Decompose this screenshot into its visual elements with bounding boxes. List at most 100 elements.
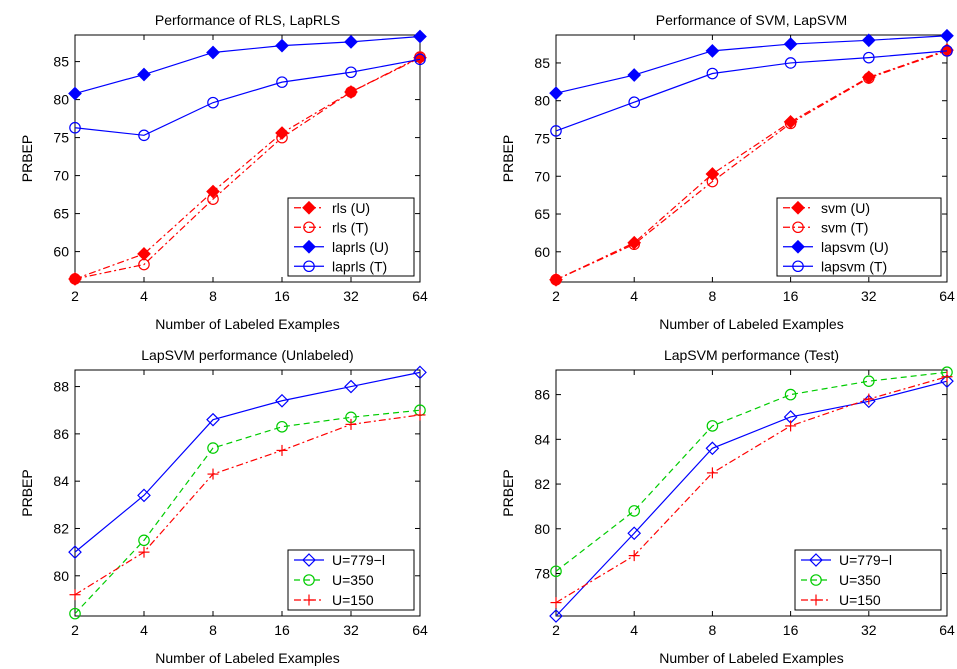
data-point: [276, 76, 288, 88]
series-line: [555, 371, 948, 572]
data-point: [206, 412, 220, 427]
data-point: [275, 393, 289, 408]
legend: svm (U) svm (T) lapsvm (U) lapsvm (T): [776, 197, 942, 277]
series-line: [555, 50, 948, 281]
legend-item: svm (T): [783, 219, 868, 235]
legend-marker: [810, 574, 822, 586]
legend-item: U=150: [801, 592, 881, 608]
data-point: [345, 86, 357, 98]
legend-marker: [302, 200, 316, 215]
legend-label: lapsvm (U): [821, 239, 889, 255]
y-tick-label: 80: [534, 521, 550, 537]
data-point: [941, 45, 953, 57]
series-line: [74, 57, 421, 280]
data-point: [138, 129, 150, 142]
data-point: [862, 72, 875, 84]
legend-marker: [792, 221, 804, 234]
legend-item: U=150: [294, 592, 374, 608]
x-tick-label: 8: [709, 288, 717, 304]
legend-item: U=779−l: [294, 552, 385, 568]
data-point: [138, 258, 150, 271]
legend-label: U=350: [839, 572, 881, 588]
data-point: [628, 550, 640, 562]
series-2: [550, 45, 953, 286]
series-line: [555, 380, 948, 617]
legend-item: U=350: [801, 572, 881, 588]
y-tick-label: 80: [53, 92, 69, 108]
chart-title: LapSVM performance (Test): [664, 347, 839, 363]
x-tick-label: 32: [343, 622, 359, 638]
legend-item: rls (T): [294, 219, 369, 235]
series-1: [68, 50, 427, 286]
y-tick-label: 88: [53, 379, 69, 395]
legend-label: svm (T): [821, 219, 868, 235]
data-point: [783, 37, 798, 51]
legend-label: U=350: [332, 572, 374, 588]
data-point: [550, 273, 562, 286]
data-point: [705, 44, 720, 58]
y-tick-label: 84: [534, 431, 550, 447]
data-point: [207, 468, 219, 480]
data-point: [344, 379, 358, 394]
data-point: [705, 441, 720, 456]
data-point: [784, 117, 797, 130]
data-point: [706, 467, 718, 479]
series-line: [74, 414, 421, 596]
legend-marker: [303, 260, 315, 273]
data-point: [137, 67, 151, 82]
y-tick-label: 75: [53, 130, 69, 146]
y-tick-label: 75: [534, 130, 550, 146]
data-point: [206, 45, 220, 60]
series-3: [550, 371, 953, 609]
data-point: [68, 545, 82, 559]
data-point: [276, 131, 288, 144]
series-line: [74, 371, 421, 553]
y-tick-label: 65: [534, 206, 550, 222]
data-point: [413, 365, 427, 380]
x-axis-label: Number of Labeled Examples: [155, 316, 339, 332]
y-axis-label: PRBEP: [19, 469, 35, 516]
data-point: [549, 86, 563, 101]
y-tick-label: 86: [53, 426, 69, 442]
legend-label: U=150: [332, 592, 374, 608]
data-point: [69, 607, 81, 620]
x-tick-label: 8: [709, 622, 717, 638]
data-point: [207, 193, 219, 205]
x-tick-label: 8: [209, 288, 217, 304]
legend-label: U=779−l: [332, 552, 385, 568]
x-tick-label: 4: [140, 622, 148, 638]
data-point: [276, 420, 288, 433]
legend-item: lapsvm (T): [783, 258, 887, 274]
series-line: [74, 58, 421, 136]
x-tick-label: 16: [274, 288, 290, 304]
legend-label: U=150: [839, 592, 881, 608]
y-tick-label: 65: [53, 206, 69, 222]
data-point: [276, 444, 288, 456]
series-4: [69, 53, 426, 142]
data-point: [69, 273, 81, 285]
y-tick-label: 82: [534, 476, 550, 492]
data-point: [550, 125, 562, 137]
series-4: [550, 45, 953, 137]
legend-marker: [302, 239, 316, 254]
data-point: [628, 238, 640, 251]
data-point: [138, 534, 150, 547]
data-point: [627, 68, 642, 82]
legend: U=779−l U=350 U=150: [287, 549, 415, 611]
series-line: [555, 50, 948, 132]
series-3: [549, 28, 954, 101]
chart-title: Performance of SVM, LapSVM: [656, 12, 847, 28]
y-tick-label: 80: [53, 568, 69, 584]
x-tick-label: 32: [861, 622, 877, 638]
legend-marker: [303, 594, 315, 606]
legend: U=779−l U=350 U=150: [794, 549, 942, 611]
data-point: [138, 546, 150, 558]
legend-marker: [303, 221, 315, 234]
data-point: [275, 38, 289, 53]
data-point: [941, 371, 953, 383]
series-line: [555, 376, 948, 604]
data-point: [628, 96, 640, 109]
y-tick-label: 85: [53, 54, 69, 70]
data-point: [344, 34, 358, 49]
data-point: [550, 565, 562, 578]
